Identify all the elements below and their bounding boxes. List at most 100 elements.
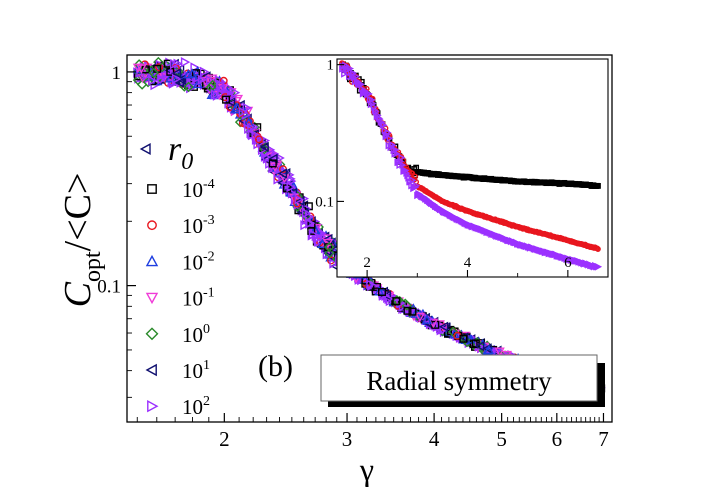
- inset-data-point: [357, 80, 365, 89]
- legend-entry-label: 100: [182, 322, 210, 347]
- data-point: [199, 66, 210, 77]
- legend-entry-label: 101: [182, 358, 210, 383]
- data-point: [459, 334, 468, 343]
- inset-data-point: [595, 262, 603, 271]
- data-point: [494, 347, 505, 357]
- annotation-box: [320, 354, 598, 402]
- x-tick-label: 2: [219, 427, 230, 451]
- data-point: [286, 182, 296, 193]
- data-point: [142, 76, 154, 88]
- data-point: [136, 64, 147, 74]
- data-point: [132, 63, 144, 73]
- data-point: [187, 68, 198, 78]
- x-tick-label: 5: [496, 427, 507, 451]
- data-point: [229, 104, 241, 114]
- inset-data-point: [365, 90, 373, 98]
- data-point: [238, 107, 249, 118]
- inset-data-points: [339, 60, 603, 271]
- inset-x-tick-label: 6: [564, 255, 572, 271]
- x-tick-label: 4: [429, 427, 440, 451]
- data-point: [324, 247, 335, 259]
- inset-data-point: [409, 170, 416, 177]
- y-tick-label: 1: [112, 63, 122, 84]
- data-point: [180, 57, 191, 68]
- data-point: [414, 312, 426, 323]
- legend-marker: [145, 327, 159, 341]
- data-point: [161, 70, 171, 81]
- y-axis-label-main: C: [57, 281, 99, 307]
- data-point: [474, 341, 485, 352]
- data-point: [381, 290, 391, 301]
- data-point: [275, 152, 285, 164]
- inset-data-point: [595, 182, 601, 189]
- data-point: [377, 287, 386, 296]
- inset-data-point: [412, 173, 419, 180]
- data-point: [273, 174, 283, 185]
- inset-data-point: [384, 128, 392, 137]
- data-point: [210, 89, 221, 100]
- data-point: [171, 67, 182, 79]
- data-point: [169, 58, 180, 70]
- legend-marker: [145, 363, 157, 377]
- data-point: [148, 75, 158, 86]
- legend-entry-label: 10-1: [182, 286, 215, 311]
- inset-frame: [336, 58, 609, 278]
- inset-data-point: [398, 153, 406, 162]
- data-point: [421, 314, 432, 324]
- data-point: [304, 211, 315, 222]
- inset-x-tick-label: 2: [363, 255, 371, 271]
- data-point: [197, 74, 208, 85]
- main-axis-ticks: 2 3 4 5 6 7 1 0.1: [97, 63, 608, 451]
- data-point: [255, 135, 264, 144]
- inset-data-point: [393, 149, 401, 158]
- data-point: [301, 208, 312, 219]
- inset-y-tick-label: 1: [327, 58, 335, 74]
- data-point: [221, 93, 230, 102]
- data-point: [277, 177, 287, 188]
- inset-data-point: [386, 134, 394, 143]
- legend-marker: [147, 399, 159, 413]
- data-point: [230, 87, 241, 98]
- y-axis-label-sub: opt: [80, 251, 106, 282]
- legend-entry-label: 10-3: [182, 213, 215, 238]
- annotation-text: Radial symmetry: [366, 366, 552, 396]
- data-point: [225, 96, 236, 108]
- inset-y-tick-label: 0.1: [315, 194, 334, 210]
- data-point: [183, 81, 194, 93]
- inset-axis-ticks: 2 4 6 1 0.1: [315, 58, 572, 277]
- data-point: [279, 174, 290, 184]
- inset-data-point: [413, 181, 421, 190]
- data-point: [294, 194, 304, 205]
- svg-text:Copt/<C>: Copt/<C>: [57, 173, 106, 308]
- legend-title-marker: [139, 143, 151, 155]
- data-point: [307, 226, 316, 235]
- data-point: [277, 168, 288, 179]
- inset-data-point: [399, 161, 407, 169]
- legend-marker: [145, 254, 159, 267]
- data-point: [314, 236, 325, 247]
- data-point: [232, 94, 244, 105]
- data-point: [392, 297, 401, 306]
- data-point: [243, 117, 255, 127]
- data-point: [287, 188, 298, 199]
- data-point: [155, 63, 164, 72]
- data-point: [186, 76, 196, 87]
- data-point: [305, 218, 315, 229]
- data-point: [286, 176, 297, 187]
- data-point: [153, 72, 164, 83]
- inset-data-point: [404, 171, 412, 180]
- data-point: [324, 241, 335, 253]
- y-axis-label-rest: /<C>: [57, 173, 99, 252]
- inset-x-tick-label: 4: [464, 255, 472, 271]
- data-point: [295, 196, 305, 207]
- data-point: [366, 279, 376, 290]
- legend-entry-label: 10-2: [182, 249, 215, 274]
- data-point: [242, 102, 253, 114]
- data-point: [259, 141, 269, 153]
- y-axis-label: Copt/<C>: [57, 173, 106, 308]
- legend-marker: [147, 220, 157, 231]
- data-point: [438, 321, 449, 332]
- data-point: [205, 75, 216, 86]
- panel-label: (b): [258, 350, 293, 383]
- x-axis-label: γ: [359, 451, 374, 487]
